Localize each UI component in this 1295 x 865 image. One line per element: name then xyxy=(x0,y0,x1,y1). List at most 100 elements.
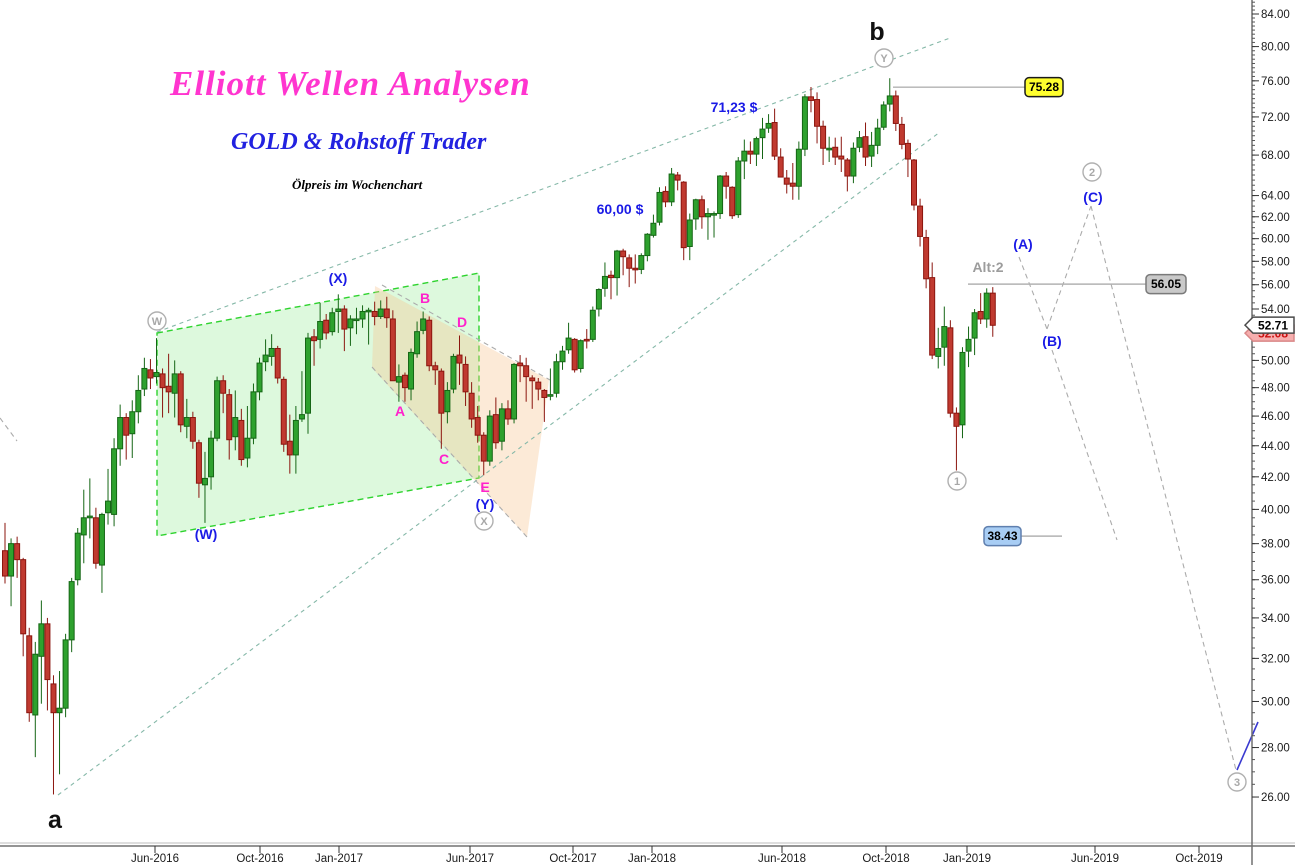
y-axis-label: 48.00 xyxy=(1261,383,1290,395)
candle-body xyxy=(704,213,711,218)
x-axis-label: Jun-2019 xyxy=(1071,853,1119,865)
candle-body xyxy=(50,683,57,714)
y-axis-label: 46.00 xyxy=(1261,411,1290,423)
candle-body xyxy=(807,96,814,101)
y-axis-label: 30.00 xyxy=(1261,696,1290,708)
price-level-text: 75.28 xyxy=(1029,80,1059,94)
wave-circle-marker xyxy=(474,511,494,531)
candle-body xyxy=(68,581,75,641)
candle-body xyxy=(620,250,627,258)
candle-body xyxy=(147,369,154,379)
price-level-box xyxy=(1024,76,1064,98)
candle-body xyxy=(201,477,208,486)
wave-label: E xyxy=(480,479,489,495)
gray-dashed-trendline xyxy=(1046,205,1092,330)
candle-body xyxy=(553,361,560,394)
x-axis-label: Oct-2019 xyxy=(1175,853,1222,865)
candle-body xyxy=(244,437,251,459)
candle-body xyxy=(220,380,227,394)
wave-label: D xyxy=(457,314,467,330)
candle-body xyxy=(20,559,27,635)
candle-body xyxy=(98,513,105,566)
candle-body xyxy=(129,411,136,435)
teal-dashed-trendline xyxy=(156,37,951,333)
y-axis-label: 54.00 xyxy=(1261,304,1290,316)
candle-body xyxy=(601,275,608,289)
candle-body xyxy=(329,312,336,333)
candle-body xyxy=(2,550,8,577)
candle-body xyxy=(614,250,621,279)
candle-body xyxy=(923,237,930,280)
candle-body xyxy=(214,380,221,439)
wave-label: A xyxy=(395,403,405,419)
candle-body xyxy=(674,174,681,181)
candle-body xyxy=(32,653,39,716)
candle-body xyxy=(917,205,924,237)
x-axis-label: Jan-2019 xyxy=(943,853,991,865)
candle-body xyxy=(111,448,118,515)
y-axis-label: 58.00 xyxy=(1261,256,1290,268)
y-axis-label: 68.00 xyxy=(1261,150,1290,162)
green-channel-zone xyxy=(156,272,480,537)
candle-body xyxy=(929,277,936,356)
blue-line-segment xyxy=(1236,721,1259,771)
x-axis-label: Jan-2018 xyxy=(628,853,676,865)
gray-dashed-trendline xyxy=(1090,205,1237,771)
y-axis-label: 44.00 xyxy=(1261,441,1290,453)
wave-circle-label: W xyxy=(152,316,163,328)
candle-body xyxy=(941,326,948,348)
y-axis-label: 42.00 xyxy=(1261,472,1290,484)
x-axis-label: Jan-2017 xyxy=(315,853,363,865)
candle-body xyxy=(862,136,869,158)
candle-body xyxy=(311,336,318,342)
candle-body xyxy=(541,389,548,398)
candle-body xyxy=(783,177,790,185)
candle-body xyxy=(801,96,808,150)
y-axis-label: 62.00 xyxy=(1261,212,1290,224)
candle-body xyxy=(517,362,524,367)
y-axis-label: 56.00 xyxy=(1261,280,1290,292)
candle-body xyxy=(377,308,384,317)
y-axis-label: 60.00 xyxy=(1261,234,1290,246)
candle-body xyxy=(438,370,445,414)
candle-body xyxy=(135,389,142,413)
price-level-text: 56.05 xyxy=(1151,277,1181,291)
price-level-text: 38.43 xyxy=(987,529,1017,543)
candle-body xyxy=(638,255,645,270)
candle-body xyxy=(583,338,590,342)
candle-body xyxy=(826,147,833,151)
candle-body xyxy=(547,394,554,397)
candle-body xyxy=(589,309,596,340)
candle-body xyxy=(347,318,354,329)
candle-body xyxy=(844,159,851,177)
candle-body xyxy=(771,122,778,157)
candle-body xyxy=(668,173,675,203)
candle-body xyxy=(650,222,657,236)
x-axis-label: Oct-2017 xyxy=(549,853,596,865)
wave-circle-label: 1 xyxy=(954,476,960,488)
candle-body xyxy=(44,623,51,681)
gray-dashed-trendline xyxy=(1018,256,1048,330)
candle-body xyxy=(983,292,990,320)
candle-body xyxy=(868,144,875,157)
wave-label: C xyxy=(439,451,449,467)
candle-body xyxy=(371,310,378,317)
candle-body xyxy=(226,394,233,441)
candle-body xyxy=(608,274,614,279)
candle-body xyxy=(753,138,760,155)
candle-body xyxy=(208,437,215,478)
candle-body xyxy=(426,319,433,367)
y-axis-label: 40.00 xyxy=(1261,504,1290,516)
candle-body xyxy=(832,146,839,158)
candle-body xyxy=(777,156,784,178)
candle-body xyxy=(383,308,390,319)
candle-body xyxy=(317,320,324,340)
candle-body xyxy=(723,175,730,187)
candle-body xyxy=(123,417,130,436)
candle-body xyxy=(141,367,148,390)
candle-body xyxy=(680,181,687,249)
wave-label: B xyxy=(420,290,430,306)
candle-body xyxy=(765,122,772,129)
candle-body xyxy=(292,419,299,456)
candle-body xyxy=(559,350,566,363)
